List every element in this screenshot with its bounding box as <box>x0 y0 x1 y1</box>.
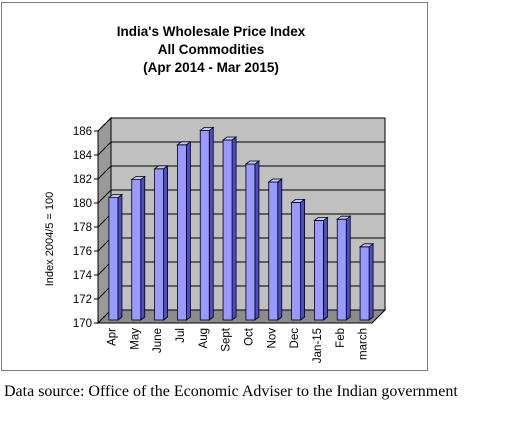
bar <box>314 219 324 321</box>
bar-side <box>254 160 260 321</box>
x-tick-label: Oct <box>243 327 255 346</box>
bar <box>177 144 187 321</box>
bar-side <box>186 141 191 321</box>
bar-top <box>176 141 192 146</box>
x-tick-label: Dec <box>289 328 301 349</box>
x-tick-label: Nov <box>266 328 278 349</box>
wpi-bar-chart: India's Wholesale Price Index All Commod… <box>44 24 387 363</box>
floor <box>96 309 387 324</box>
chart-title-line-1: India's Wholesale Price Index <box>117 24 306 39</box>
source-note: Data source: Office of the Economic Advi… <box>4 383 458 400</box>
bar-top <box>358 243 375 248</box>
plot-area: 170 172 174 176 178 180 182 184 186 Apr May June Jul… <box>73 116 387 363</box>
x-tick-label: Jan-15 <box>312 328 324 363</box>
y-tick-label: 170 <box>73 318 92 330</box>
x-tick-label: march <box>358 328 370 360</box>
bar-side <box>163 165 168 321</box>
gridline-side <box>97 189 112 204</box>
bar <box>291 201 301 321</box>
chart-frame: India's Wholesale Price Index All Commod… <box>1 2 428 371</box>
bar <box>108 197 119 321</box>
bar <box>222 139 233 321</box>
gridline-side <box>97 141 112 156</box>
bar-side <box>277 178 283 321</box>
bar-top <box>313 216 329 221</box>
bar-top <box>153 165 169 170</box>
bar-top <box>221 136 238 141</box>
bar <box>154 168 164 321</box>
bar-top <box>130 176 146 181</box>
bar <box>131 179 142 321</box>
x-tick-label: Sept <box>221 327 233 351</box>
x-tick-label: Feb <box>335 328 347 348</box>
bar <box>268 181 279 321</box>
chart-title-line-3: (Apr 2014 - Mar 2015) <box>143 60 279 75</box>
chart-title: India's Wholesale Price Index All Commod… <box>117 24 306 75</box>
y-axis-label: Index 2004/5 = 100 <box>44 192 56 287</box>
bar-top <box>290 198 306 203</box>
bar-top <box>267 178 283 183</box>
y-tick-label: 176 <box>73 246 92 258</box>
bar-top <box>336 215 352 220</box>
y-tick-label: 186 <box>73 126 92 138</box>
bar-side <box>140 175 146 321</box>
y-tick-label: 182 <box>73 174 92 186</box>
gridline-side <box>97 117 112 132</box>
bar-top <box>107 194 124 199</box>
bar-side <box>208 126 214 321</box>
bar-side <box>300 198 305 321</box>
y-tick-label: 178 <box>73 222 92 234</box>
chart-title-line-2: All Commodities <box>158 42 265 57</box>
y-tick-label: 180 <box>73 198 92 210</box>
x-tick-label: June <box>152 328 164 353</box>
gridline-side <box>97 165 112 180</box>
x-tick-label: Jul <box>175 328 187 343</box>
bar <box>336 218 347 321</box>
bar-side <box>345 215 351 321</box>
x-tick-label: May <box>129 328 141 350</box>
y-tick-label: 184 <box>73 150 93 162</box>
bar <box>359 246 370 321</box>
bar-top <box>244 160 261 165</box>
bar-side <box>231 136 237 321</box>
bar-side <box>117 193 123 321</box>
bar-side <box>368 243 374 321</box>
x-tick-label: Apr <box>106 328 118 346</box>
y-tick-label: 174 <box>73 270 93 282</box>
x-tick-label: Aug <box>198 328 210 348</box>
y-tick-label: 172 <box>73 294 92 306</box>
bar <box>245 163 256 321</box>
bar <box>199 130 210 321</box>
bar-side <box>323 216 328 321</box>
bar-top <box>199 127 215 131</box>
